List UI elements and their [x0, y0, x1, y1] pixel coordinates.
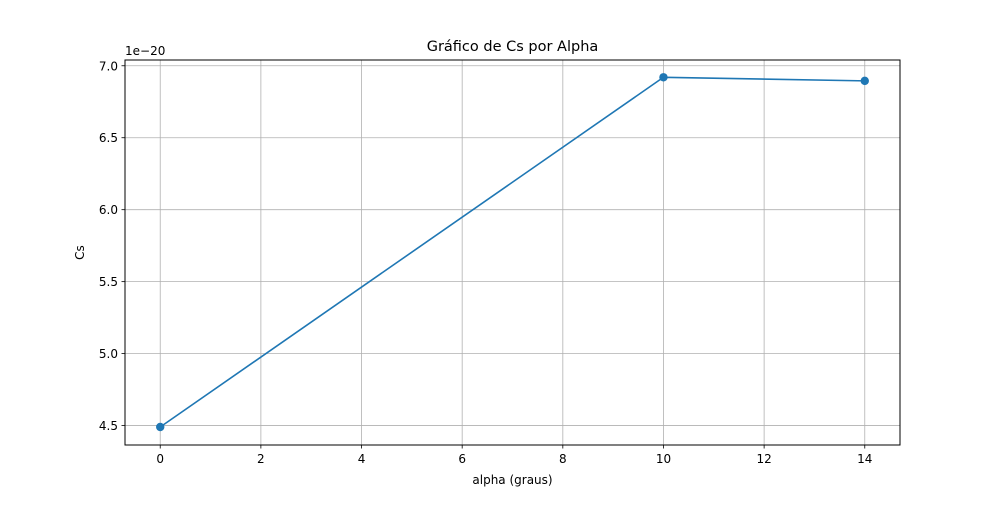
- y-axis-offset-label: 1e−20: [125, 44, 165, 58]
- y-tick-label: 6.5: [99, 131, 118, 145]
- x-tick-label: 2: [257, 452, 265, 466]
- series-layer: [156, 73, 869, 432]
- y-tick-label: 5.0: [99, 347, 118, 361]
- y-tick-label: 7.0: [99, 59, 118, 73]
- x-tick-label: 10: [656, 452, 671, 466]
- y-tick-label: 5.5: [99, 275, 118, 289]
- y-tick-label: 4.5: [99, 419, 118, 433]
- data-point: [659, 73, 668, 82]
- data-point: [860, 76, 869, 86]
- x-tick-label: 12: [756, 452, 771, 466]
- x-tick-label: 8: [559, 452, 567, 466]
- chart-title: Gráfico de Cs por Alpha: [427, 39, 599, 55]
- data-point: [156, 422, 165, 432]
- x-tick-label: 0: [156, 452, 164, 466]
- y-axis-label: Cs: [73, 245, 87, 260]
- x-tick-label: 6: [458, 452, 466, 466]
- x-tick-label: 4: [358, 452, 366, 466]
- series-line: [159, 76, 865, 428]
- plot-frame: [124, 59, 901, 446]
- y-tick-label: 6.0: [99, 203, 118, 217]
- grid-layer: [125, 60, 900, 445]
- ticks-layer: 0 2 4 6 8 10 12 14 4.5 5.0 5.5 6.0 6.5 7.0: [99, 59, 873, 466]
- x-tick-label: 14: [857, 452, 872, 466]
- x-axis-label: alpha (graus): [472, 473, 552, 487]
